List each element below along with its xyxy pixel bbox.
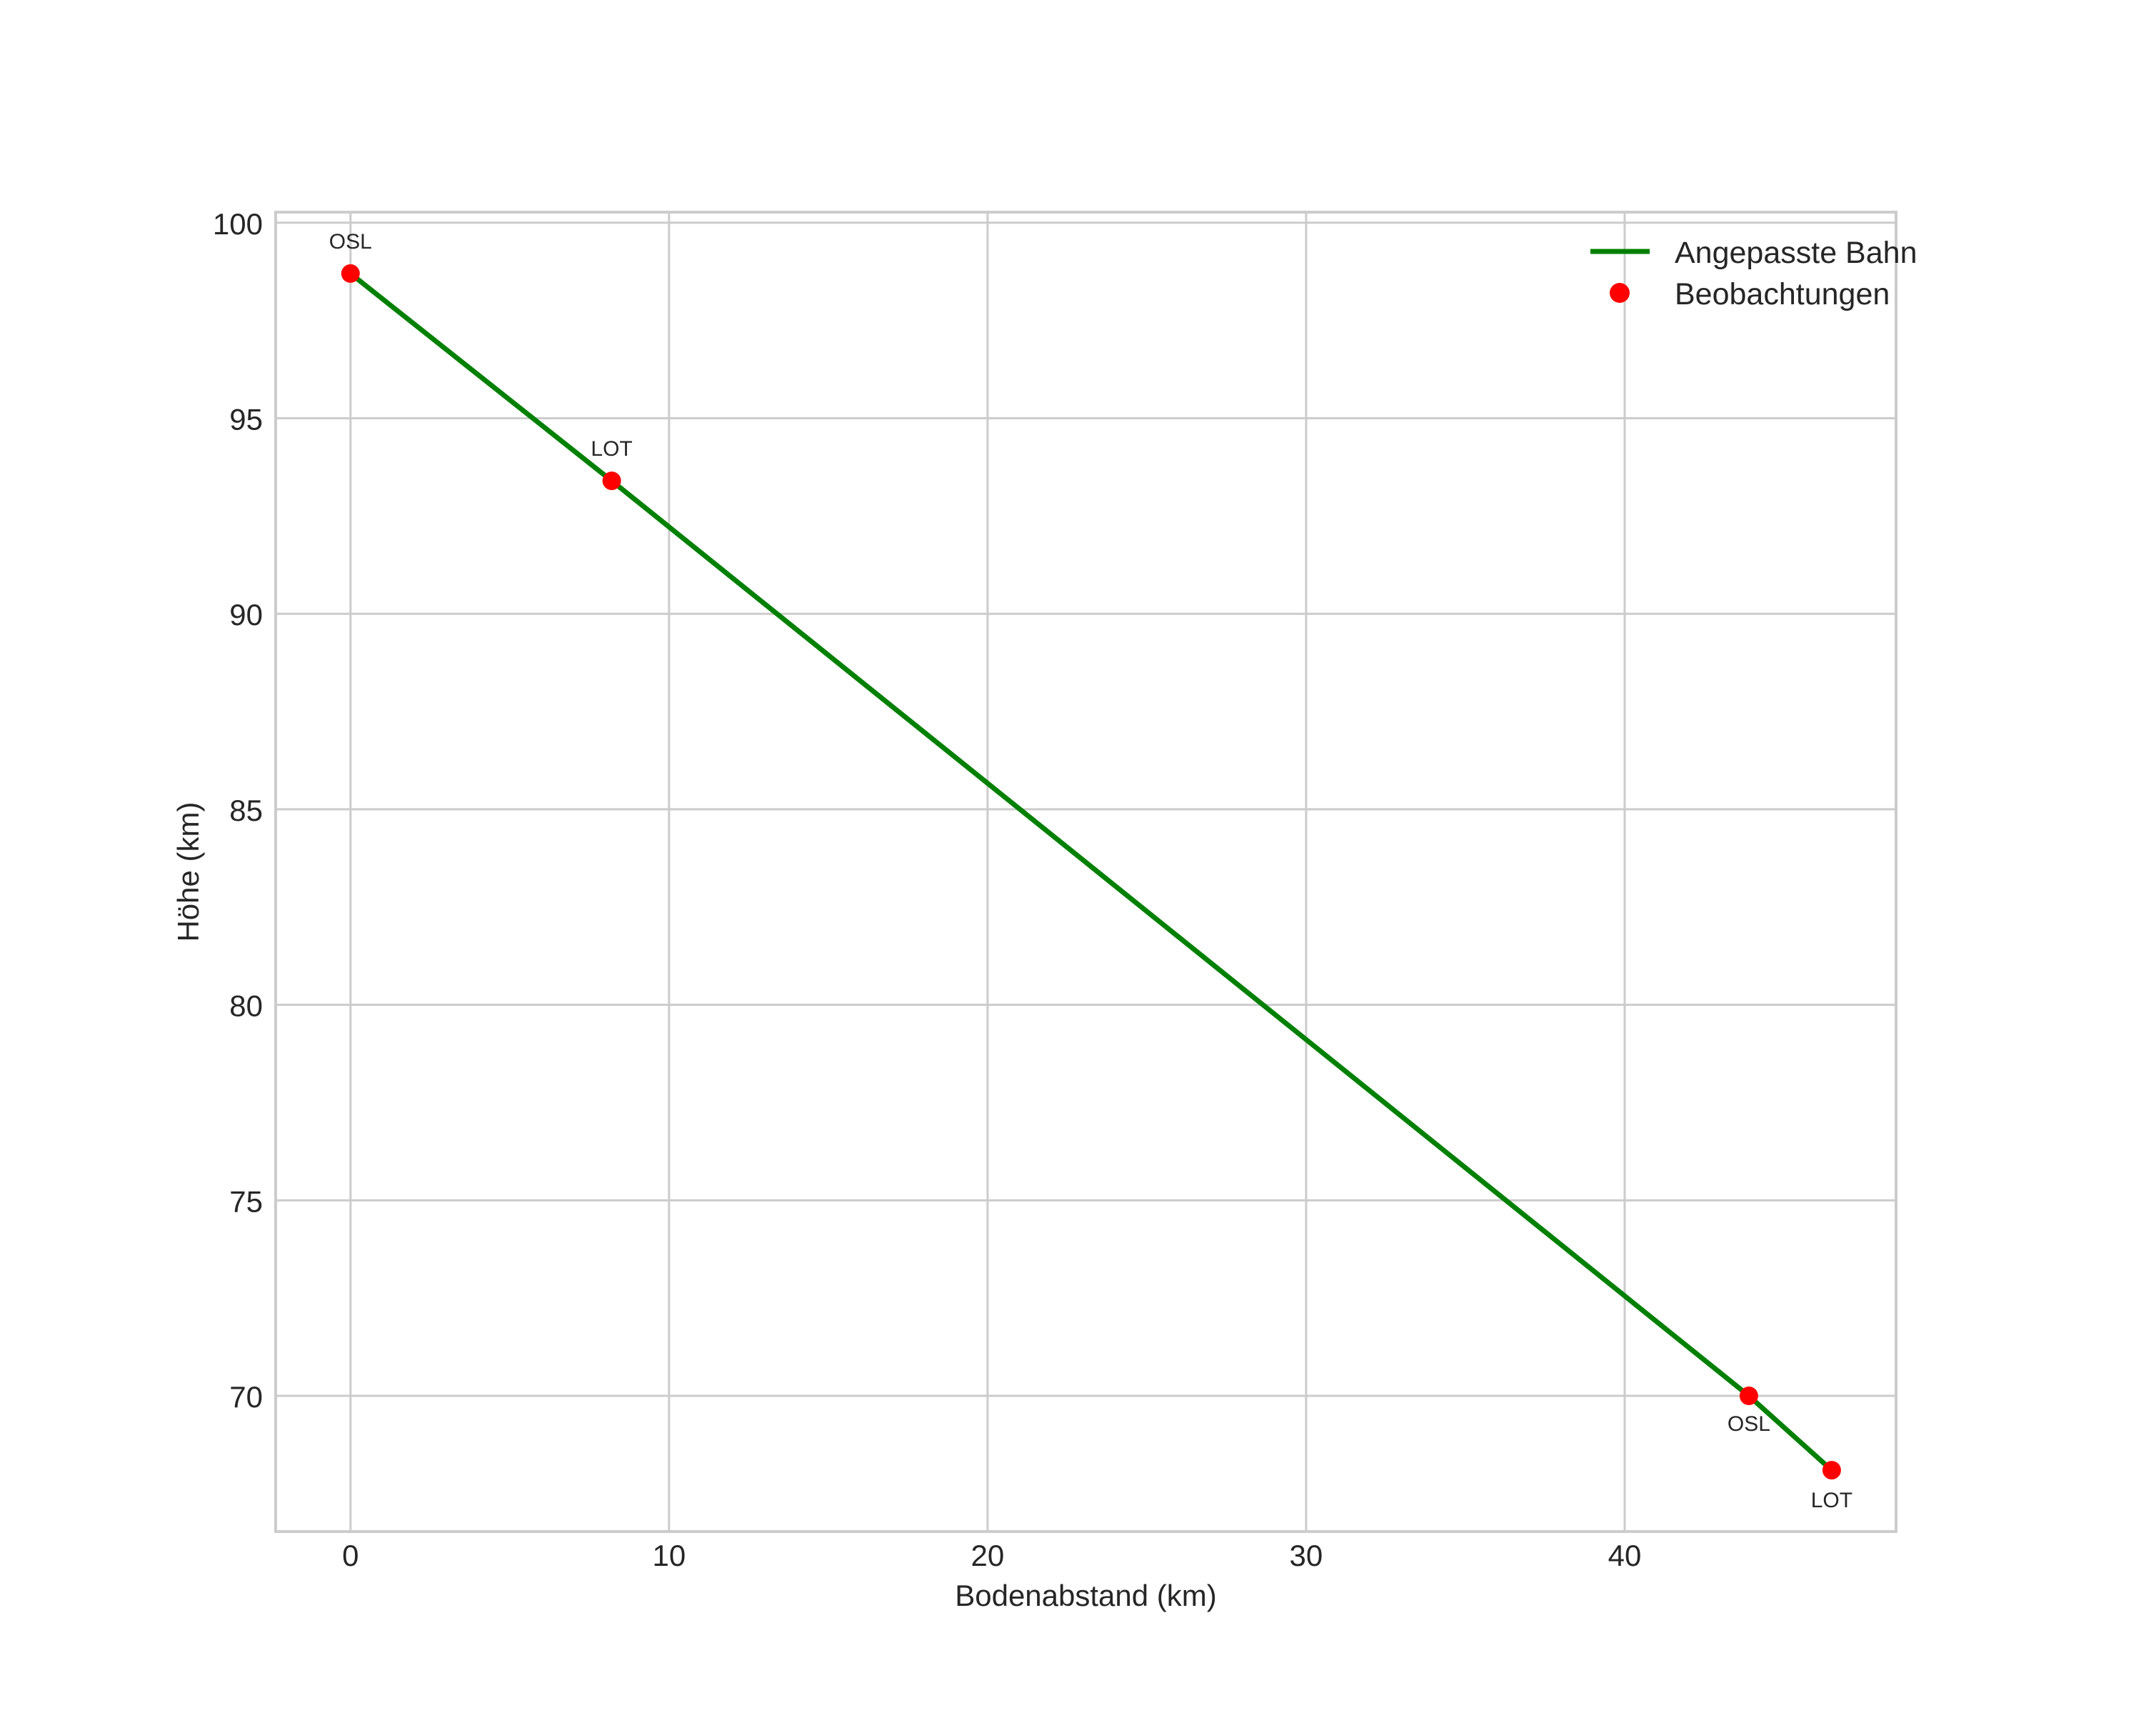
x-tick-label-10: 10 — [653, 1539, 686, 1572]
legend-label-1: Beobachtungen — [1675, 277, 1890, 311]
y-tick-label-90: 90 — [229, 598, 263, 631]
y-axis-label: Höhe (km) — [171, 801, 205, 942]
observation-point-1 — [602, 471, 621, 491]
y-tick-label-80: 80 — [229, 989, 263, 1023]
legend-dot-sample — [1610, 283, 1630, 303]
observation-point-2 — [1739, 1387, 1758, 1405]
fitted-trajectory-line — [348, 271, 1835, 1473]
x-tick-label-40: 40 — [1608, 1539, 1642, 1572]
observation-point-3 — [1822, 1461, 1841, 1480]
x-tick-label-30: 30 — [1290, 1539, 1323, 1572]
observation-point-0 — [341, 264, 360, 283]
annotation-osl-0: OSL — [329, 230, 372, 254]
annotation-lot-1: LOT — [591, 437, 632, 461]
y-tick-label-70: 70 — [229, 1380, 263, 1414]
annotation-osl-2: OSL — [1728, 1412, 1770, 1436]
y-tick-label-75: 75 — [229, 1184, 263, 1218]
y-tick-label-85: 85 — [229, 794, 263, 827]
x-axis-label: Bodenabstand (km) — [955, 1579, 1217, 1612]
annotation-lot-3: LOT — [1811, 1489, 1852, 1512]
x-tick-label-0: 0 — [342, 1539, 359, 1572]
y-tick-label-95: 95 — [229, 403, 263, 436]
y-tick-label-100: 100 — [213, 207, 263, 241]
legend-label-0: Angepasste Bahn — [1675, 236, 1917, 270]
plot-frame — [274, 211, 1897, 1533]
x-tick-label-20: 20 — [971, 1539, 1005, 1572]
